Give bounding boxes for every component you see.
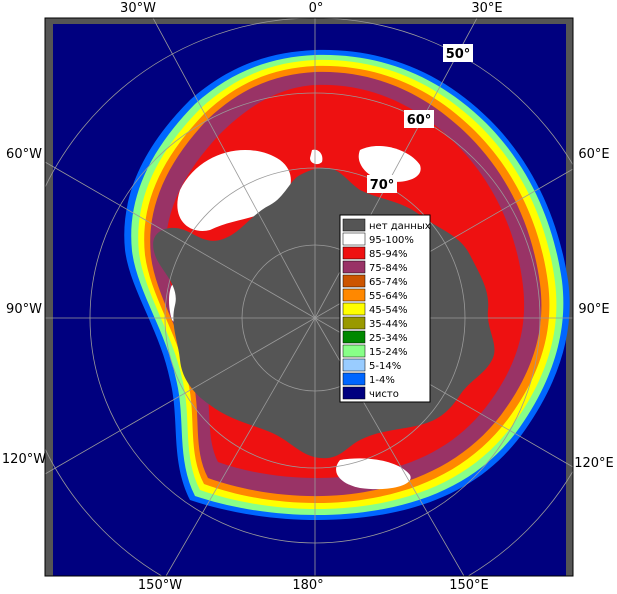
lat-label-50: 50°: [443, 44, 473, 62]
legend-label: 95-100%: [369, 235, 414, 246]
nodata-strip-top: [45, 18, 573, 24]
lon-label-30w: 30°W: [120, 1, 156, 16]
ice-concentration-95-100: [310, 149, 323, 165]
legend-swatch: [342, 232, 366, 246]
legend-swatch: [342, 358, 366, 372]
legend-swatch: [342, 344, 366, 358]
legend-label: 1-4%: [369, 375, 395, 386]
legend-label: 65-74%: [369, 277, 408, 288]
nodata-strip: [45, 18, 53, 576]
legend-swatch: [342, 274, 366, 288]
map-frame: [44, 17, 574, 577]
legend-swatch: [342, 330, 366, 344]
lon-label-90w: 90°W: [6, 302, 42, 317]
svg-text:50°: 50°: [446, 47, 471, 62]
ice-concentration-95-100: [336, 458, 411, 490]
legend-swatch: [342, 246, 366, 260]
lon-label-150e: 150°E: [449, 578, 489, 593]
legend-swatch: [342, 372, 366, 386]
legend-swatch: [342, 288, 366, 302]
lon-label-150w: 150°W: [138, 578, 182, 593]
lon-label-120w: 120°W: [2, 452, 46, 467]
legend-label: 15-24%: [369, 347, 408, 358]
ice-concentration-95-100: [358, 145, 421, 182]
lon-label-0: 0°: [309, 1, 324, 16]
legend-swatch: [342, 302, 366, 316]
svg-text:70°: 70°: [370, 178, 395, 193]
lon-label-60w: 60°W: [6, 147, 42, 162]
legend-swatch: [342, 218, 366, 232]
legend-label: чисто: [369, 389, 399, 400]
legend-swatch: [342, 260, 366, 274]
legend-label: 75-84%: [369, 263, 408, 274]
svg-text:60°: 60°: [407, 113, 432, 128]
legend-label: 35-44%: [369, 319, 408, 330]
lat-label-70: 70°: [367, 175, 397, 193]
legend: нет данных 95-100% 85-94% 75-84% 65-74% 55-64…: [339, 214, 431, 403]
legend-swatch: [342, 386, 366, 400]
lon-label-30e: 30°E: [471, 1, 502, 16]
legend-label: 55-64%: [369, 291, 408, 302]
lon-label-90e: 90°E: [578, 302, 609, 317]
legend-swatch: [342, 316, 366, 330]
legend-label: 25-34%: [369, 333, 408, 344]
lat-label-60: 60°: [404, 110, 434, 128]
legend-label: 5-14%: [369, 361, 401, 372]
lon-label-60e: 60°E: [578, 147, 609, 162]
legend-label: 85-94%: [369, 249, 408, 260]
lon-label-120e: 120°E: [574, 456, 614, 471]
lon-label-180: 180°: [292, 578, 323, 593]
legend-label: нет данных: [369, 221, 431, 232]
legend-label: 45-54%: [369, 305, 408, 316]
